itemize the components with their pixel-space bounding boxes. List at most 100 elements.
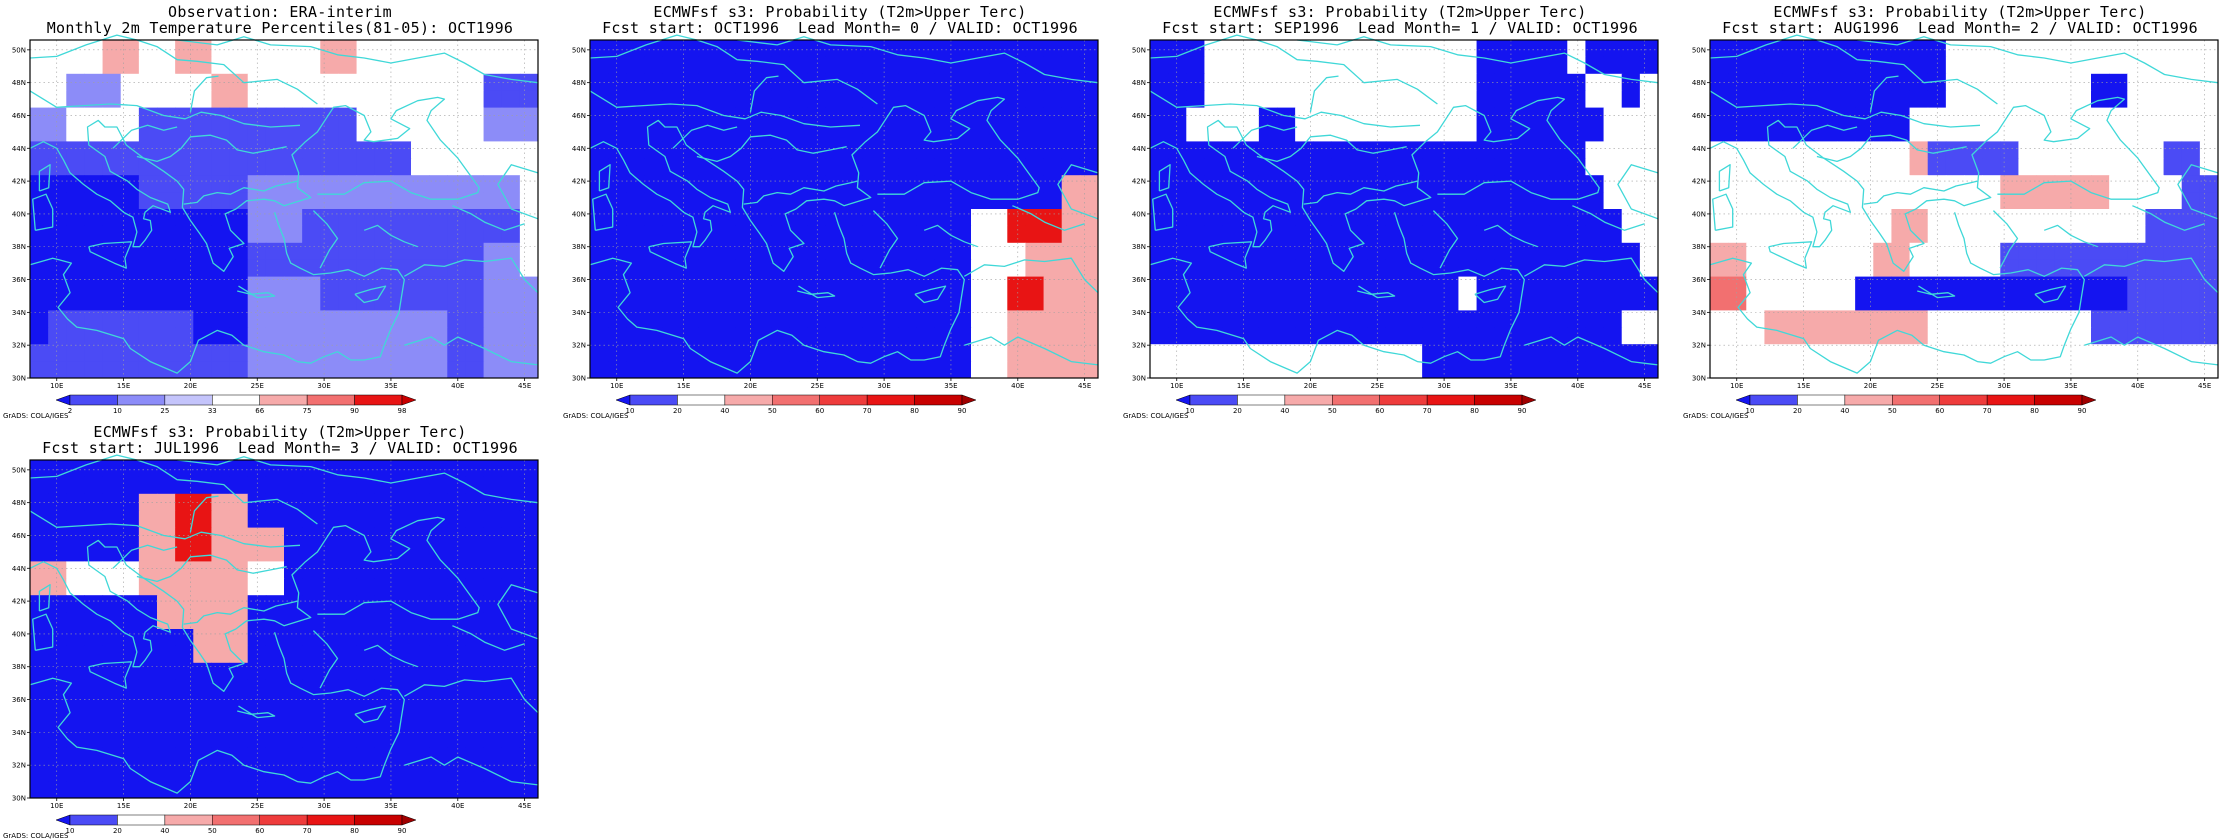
grid-cell [1531, 56, 1550, 75]
grid-cell [1909, 40, 1929, 58]
grid-cell [265, 595, 285, 613]
grid-cell [1204, 361, 1224, 379]
coastline [1432, 210, 1459, 269]
grid-cell [1043, 242, 1063, 261]
grid-cell [48, 192, 67, 210]
grid-cell [1549, 259, 1568, 278]
grid-cell [429, 276, 448, 294]
grid-cell [1476, 107, 1496, 125]
grid-cell [1079, 90, 1099, 109]
grid-cell [1891, 242, 1911, 261]
colorbar-swatch [1474, 394, 1523, 406]
y-tick-label: 36N [12, 696, 26, 704]
grid-cell [211, 56, 231, 75]
grid-cell [971, 344, 990, 362]
grid-cell [2054, 276, 2074, 294]
grid-cell [590, 361, 609, 379]
grid-cell [1800, 40, 1820, 58]
grid-cell [211, 747, 231, 765]
grid-cell [971, 90, 990, 109]
grid-cell [229, 713, 249, 731]
grid-cell [971, 141, 990, 159]
colorbar-swatch [866, 394, 915, 406]
grid-cell [1258, 361, 1278, 379]
grid-cell [1927, 141, 1947, 159]
grid-cell [374, 612, 394, 630]
grid-cell [1549, 90, 1568, 109]
grid-cell [1710, 107, 1729, 125]
coastline [672, 124, 738, 149]
shaded-cells [1710, 40, 2219, 379]
grid-cell [465, 662, 485, 681]
grid-cell [916, 90, 936, 109]
grid-cell [2000, 209, 2019, 227]
coastline [963, 257, 1099, 294]
grid-cell [483, 595, 503, 613]
grid-cell [1639, 90, 1659, 109]
grid-cell [608, 242, 627, 261]
grid-cell [392, 192, 412, 210]
grid-cell [193, 713, 212, 731]
grid-cell [2072, 361, 2092, 379]
grid-cell [193, 259, 212, 278]
grid-cell [374, 361, 394, 379]
grid-cell [735, 259, 754, 278]
grid-cell [1331, 141, 1351, 159]
colorbar-swatch [615, 394, 631, 406]
grid-cell [1168, 40, 1187, 58]
coastline [1158, 164, 1171, 192]
grid-cell [789, 327, 809, 345]
grid-cell [1458, 175, 1478, 193]
grid-cell [429, 310, 448, 328]
grid-cell [1621, 90, 1641, 109]
grid-cell [898, 209, 918, 227]
grid-cell [48, 310, 67, 328]
coastline [29, 212, 405, 374]
grid-cell [1440, 158, 1459, 176]
grid-cell [1531, 242, 1550, 261]
grid-cell [2109, 107, 2128, 125]
colorbar-label: 20 [673, 407, 682, 415]
grid-cell [1873, 276, 1892, 294]
grid-cell [30, 730, 49, 748]
grid-cell [302, 175, 321, 193]
grid-cell [1476, 361, 1496, 379]
grid-cell [880, 40, 899, 58]
coastline [32, 613, 54, 651]
grid-cell [1909, 73, 1929, 92]
grid-cell [662, 158, 682, 176]
grid-cell [1639, 107, 1659, 125]
grid-cell [338, 561, 358, 579]
grid-cell [916, 310, 936, 328]
grid-cell [501, 56, 521, 75]
grid-cell [971, 158, 990, 176]
grid-cell [30, 781, 49, 799]
grid-cell [447, 730, 466, 748]
grid-cell [302, 344, 321, 362]
grid-cell [1549, 56, 1568, 75]
grid-cell [989, 124, 1008, 142]
grid-cell [229, 629, 249, 647]
grid-cell [175, 327, 194, 345]
grid-cell [844, 259, 863, 278]
grid-cell [320, 629, 339, 647]
colorbar-label: 70 [863, 407, 872, 415]
grid-cell [30, 361, 49, 379]
grid-cell [392, 662, 412, 681]
grid-cell [916, 158, 936, 176]
grid-cell [1837, 276, 1856, 294]
grid-cell [1385, 225, 1405, 244]
grid-cell [175, 645, 194, 664]
grid-cell [771, 56, 791, 75]
coastline [177, 456, 539, 504]
y-tick-label: 44N [1132, 145, 1146, 153]
x-tick-label: 10E [1730, 382, 1743, 390]
grid-cell [66, 344, 85, 362]
grid-cell [2036, 90, 2056, 109]
grid-cell [429, 73, 448, 92]
grid-cell [1150, 158, 1169, 176]
grid-cell [1313, 361, 1332, 379]
grid-cell [680, 310, 700, 328]
grid-cell [374, 578, 394, 596]
grid-cell [789, 90, 809, 109]
